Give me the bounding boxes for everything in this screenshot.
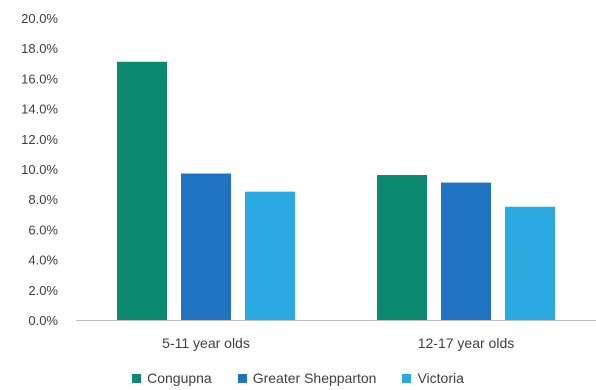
legend-item: Greater Shepparton	[237, 370, 377, 386]
bar-congupna	[117, 61, 167, 320]
bar-victoria	[505, 206, 555, 320]
y-tick-label: 10.0%	[21, 162, 58, 177]
y-tick-label: 16.0%	[21, 71, 58, 86]
y-tick-label: 0.0%	[28, 313, 58, 328]
legend-swatch	[402, 373, 412, 383]
legend-swatch	[237, 373, 247, 383]
y-tick-label: 14.0%	[21, 102, 58, 117]
x-axis: 5-11 year olds 12-17 year olds	[162, 335, 514, 351]
legend-item: Victoria	[402, 370, 464, 386]
bar-congupna	[377, 175, 427, 320]
bars	[117, 61, 555, 320]
legend: Congupna Greater Shepparton Victoria	[0, 368, 596, 388]
bar-chart: 0.0% 2.0% 4.0% 6.0% 8.0% 10.0% 12.0% 14.0% 16.0%…	[21, 11, 596, 351]
legend-label: Congupna	[147, 370, 212, 386]
y-tick-label: 18.0%	[21, 41, 58, 56]
bar-greater-shepparton	[441, 182, 491, 320]
y-axis: 0.0% 2.0% 4.0% 6.0% 8.0% 10.0% 12.0% 14.0% 16.0%…	[21, 11, 58, 328]
y-tick-label: 6.0%	[28, 222, 58, 237]
legend-item: Congupna	[132, 370, 212, 386]
y-tick-label: 2.0%	[28, 283, 58, 298]
x-category-label: 5-11 year olds	[162, 335, 250, 351]
x-category-label: 12-17 year olds	[418, 335, 515, 351]
y-tick-label: 4.0%	[28, 253, 58, 268]
legend-label: Greater Shepparton	[252, 370, 377, 386]
y-tick-label: 20.0%	[21, 11, 58, 26]
legend-label: Victoria	[417, 370, 464, 386]
bar-greater-shepparton	[181, 173, 231, 320]
y-tick-label: 12.0%	[21, 132, 58, 147]
y-tick-label: 8.0%	[28, 192, 58, 207]
bar-victoria	[245, 191, 295, 320]
legend-swatch	[132, 373, 142, 383]
